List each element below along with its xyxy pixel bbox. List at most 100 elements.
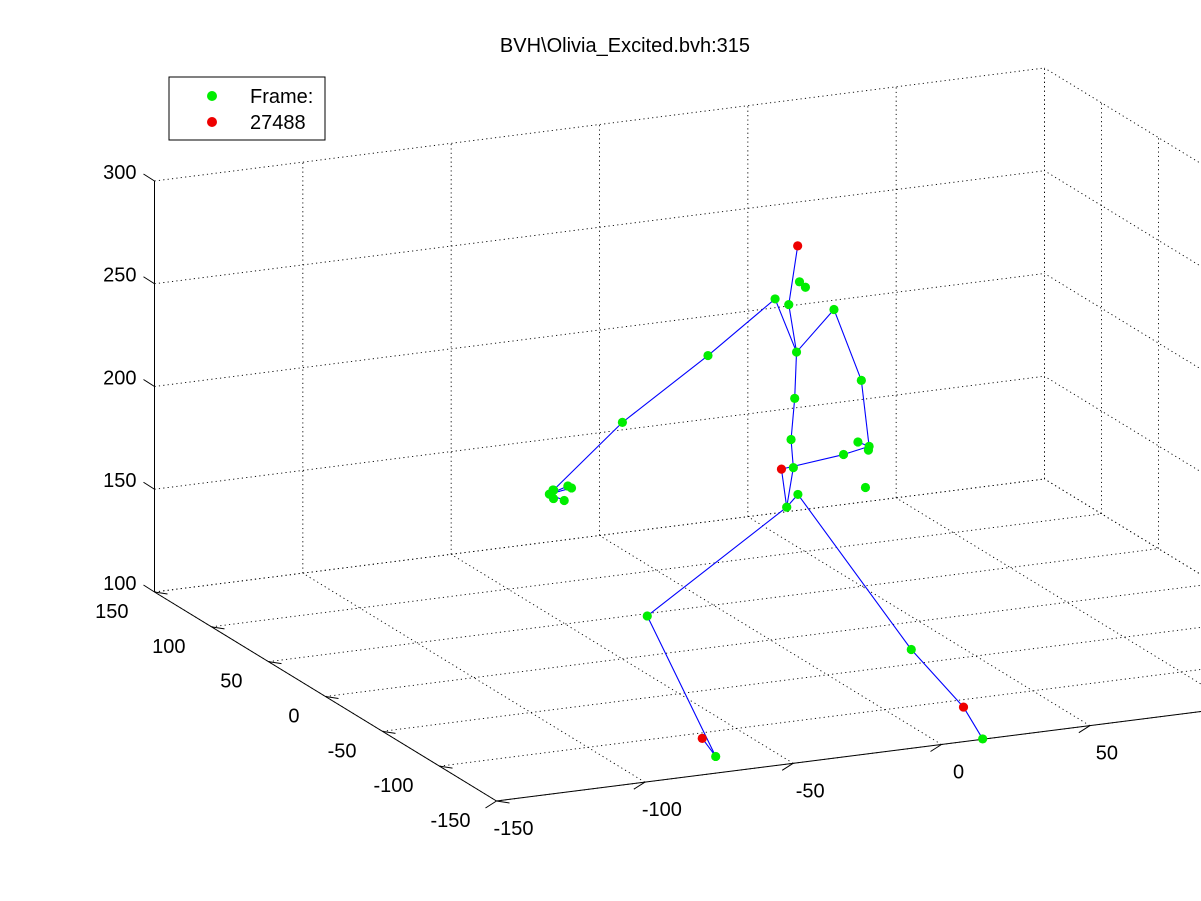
y-tick-mark [211, 626, 225, 630]
joint-point [617, 417, 628, 427]
joint-point [800, 282, 811, 292]
x-tick-label: 50 [1096, 743, 1118, 765]
joint-point [978, 734, 988, 744]
z-tick-label: 100 [103, 573, 136, 595]
end-effector-point [793, 241, 803, 251]
joint-point [788, 463, 798, 473]
y-axis-ticks: -150 -100 -50 0 50 100 150 [95, 591, 510, 832]
y-tick-label: -100 [373, 775, 413, 797]
end-effector-point [958, 702, 969, 712]
joint-point [566, 483, 577, 493]
y-tick-mark [382, 730, 396, 734]
joint-point [770, 294, 780, 304]
x-tick-mark [930, 744, 942, 752]
y-tick-mark [496, 800, 510, 804]
joint-point [791, 347, 802, 357]
x-tick-label: 0 [953, 761, 964, 783]
z-tick-mark [143, 276, 155, 285]
skeleton-bone [786, 467, 794, 508]
skeleton-bone [774, 298, 798, 353]
skeleton-bone [794, 352, 798, 399]
joint-point [860, 482, 871, 493]
floor-grid-line [895, 497, 1201, 685]
joint-point [790, 393, 800, 403]
joint-point [786, 434, 796, 445]
x-tick-mark [633, 781, 646, 790]
joint-point [863, 445, 874, 455]
x-tick-label: -100 [642, 799, 682, 821]
x-tick-mark [781, 762, 794, 771]
y-tick-mark [439, 765, 453, 769]
y-tick-label: 150 [95, 601, 128, 623]
x-tick-mark [485, 800, 497, 809]
skeleton-bone [910, 649, 964, 708]
y-tick-label: 100 [152, 636, 185, 658]
x-tick-label: -150 [493, 818, 533, 840]
skeleton-bone [780, 469, 788, 508]
end-effector-point [776, 464, 787, 474]
z-tick-mark [143, 173, 155, 182]
joint-point [829, 304, 839, 315]
joint-point [559, 495, 569, 506]
joint-point [711, 751, 721, 762]
skeleton-bone [548, 421, 623, 495]
joint-point [782, 502, 792, 512]
skeleton-bone [790, 439, 794, 468]
y-tick-label: -50 [328, 740, 357, 762]
skeleton-bone [788, 245, 799, 305]
chart-title: BVH\Olivia_Excited.bvh:315 [500, 35, 750, 57]
z-tick-label: 300 [103, 162, 136, 184]
joint-point [856, 375, 866, 385]
skeleton-bone [788, 304, 798, 353]
skeleton-bone [646, 506, 788, 617]
joint-point [642, 611, 652, 621]
legend-marker-frame [207, 91, 217, 101]
z-tick-mark [143, 584, 155, 593]
legend-box [168, 76, 326, 141]
floor-grid-line [450, 553, 794, 764]
x-tick-label: -50 [796, 780, 825, 802]
z-tick-label: 150 [103, 470, 136, 492]
y-tick-label: 0 [288, 705, 299, 727]
y-tick-mark [268, 661, 282, 665]
floor-grid-line [302, 572, 646, 783]
floor-grid-line [747, 516, 1091, 727]
y-tick-label: -150 [430, 810, 470, 832]
y-tick-mark [325, 696, 339, 699]
skeleton-bone [963, 706, 984, 740]
joint-point [853, 437, 863, 447]
skeleton-joints [544, 241, 988, 762]
skeleton-bone [833, 309, 862, 381]
skeleton-bone [797, 494, 912, 650]
legend-label-frame-number: 27488 [250, 112, 306, 134]
skeleton-bone [707, 298, 776, 356]
skeleton-bone [790, 398, 796, 440]
y-tick-label: 50 [220, 671, 242, 693]
y-tick-mark [154, 591, 168, 595]
joint-point [794, 277, 805, 287]
z-tick-label: 200 [103, 367, 136, 389]
x-tick-mark [1078, 725, 1091, 734]
joint-point [906, 644, 916, 655]
joint-point [703, 350, 713, 361]
z-tick-label: 250 [103, 265, 136, 287]
floor-grid-line [599, 535, 942, 745]
legend-marker-frame-number [207, 117, 217, 127]
joint-point [548, 493, 559, 504]
joint-point [784, 299, 794, 310]
end-effector-point [697, 733, 707, 743]
skeleton-bone [622, 355, 709, 423]
skeleton-bone [796, 309, 835, 353]
skeleton-bone [646, 615, 717, 757]
joint-point [838, 449, 849, 460]
z-tick-mark [143, 379, 155, 387]
legend-label-frame: Frame: [250, 86, 313, 108]
joint-point [549, 485, 559, 495]
joint-point [793, 489, 803, 500]
skeleton-bone [860, 380, 870, 447]
legend: Frame: 27488 [168, 76, 326, 141]
z-axis-ticks: 100 150 200 250 300 [103, 162, 155, 595]
